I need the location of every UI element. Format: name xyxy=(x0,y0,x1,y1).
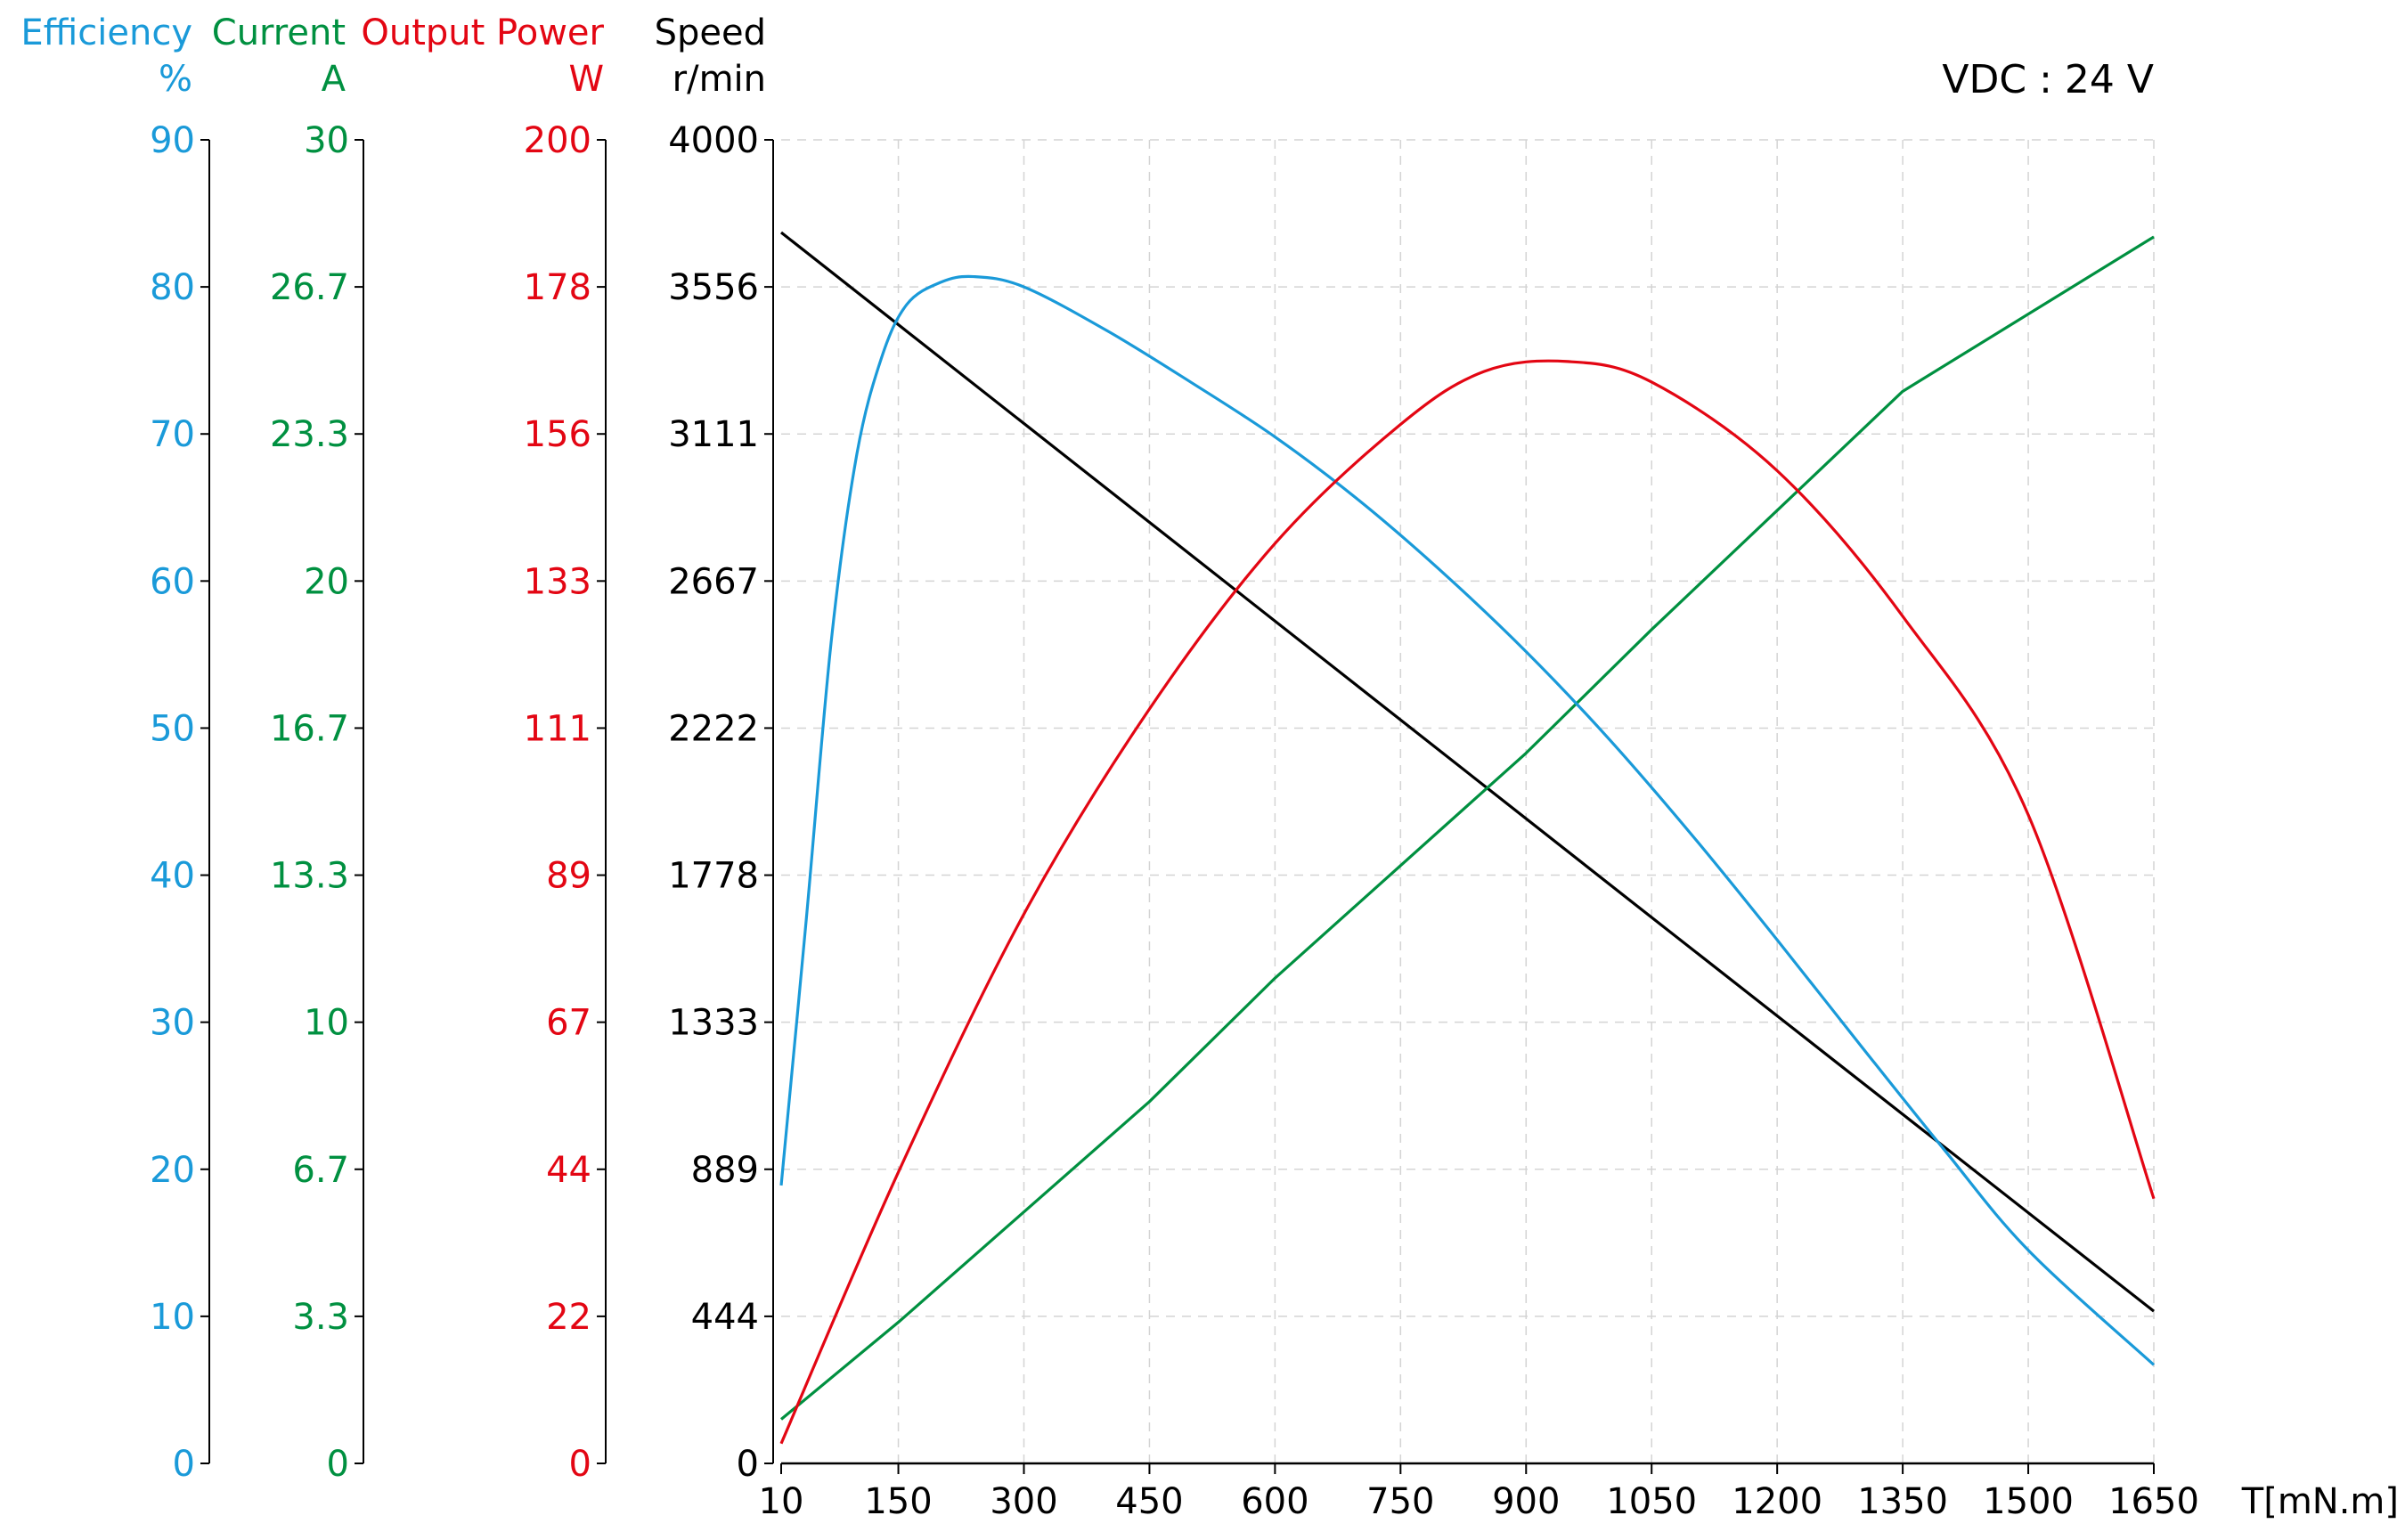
efficiency-tick-label: 10 xyxy=(150,1297,195,1338)
power-tick-label: 44 xyxy=(546,1150,591,1191)
x-tick-label: 1350 xyxy=(1857,1481,1948,1522)
x-tick-label: 10 xyxy=(759,1481,804,1522)
current-series-line xyxy=(779,235,2155,1421)
efficiency-axis-title: Efficiency xyxy=(20,12,192,53)
speed-tick-label: 0 xyxy=(737,1444,759,1485)
speed-series-line xyxy=(780,231,2155,1313)
efficiency-tick-label: 80 xyxy=(150,267,195,308)
current-tick-label: 0 xyxy=(327,1444,349,1485)
speed-tick-label: 3111 xyxy=(668,414,759,455)
efficiency-tick-label: 50 xyxy=(150,708,195,749)
x-tick-label: 750 xyxy=(1366,1481,1434,1522)
efficiency-tick-label: 40 xyxy=(150,856,195,897)
current-tick-label: 6.7 xyxy=(292,1150,349,1191)
power-tick-label: 0 xyxy=(569,1444,591,1485)
efficiency-tick-label: 90 xyxy=(150,120,195,161)
efficiency-series-line xyxy=(779,274,2156,1366)
x-tick-label: 150 xyxy=(864,1481,932,1522)
current-axis-title: Current xyxy=(212,12,346,53)
vdc-annotation: VDC : 24 V xyxy=(1942,57,2154,102)
power-tick-label: 178 xyxy=(524,267,591,308)
power-axis-title: Output Power xyxy=(361,12,604,53)
current-tick-label: 30 xyxy=(304,120,349,161)
x-tick-label: 900 xyxy=(1492,1481,1560,1522)
x-tick-label: 1200 xyxy=(1732,1481,1822,1522)
data-series xyxy=(779,231,2156,1445)
power-axis-unit: W xyxy=(568,59,604,100)
speed-tick-label: 1333 xyxy=(668,1003,759,1044)
power-tick-label: 200 xyxy=(524,120,591,161)
speed-tick-label: 2222 xyxy=(668,708,759,749)
efficiency-tick-label: 70 xyxy=(150,414,195,455)
speed-axis-unit: r/min xyxy=(673,59,766,100)
efficiency-tick-label: 60 xyxy=(150,561,195,602)
power-tick-label: 67 xyxy=(546,1003,591,1044)
power-tick-label: 111 xyxy=(524,708,591,749)
speed-tick-label: 2667 xyxy=(668,561,759,602)
efficiency-axis-unit: % xyxy=(159,59,192,100)
speed-tick-label: 1778 xyxy=(668,856,759,897)
current-tick-label: 13.3 xyxy=(270,856,349,897)
efficiency-tick-label: 30 xyxy=(150,1003,195,1044)
x-tick-label: 600 xyxy=(1241,1481,1308,1522)
power-tick-label: 156 xyxy=(524,414,591,455)
x-tick-label: 450 xyxy=(1115,1481,1183,1522)
x-tick-label: 300 xyxy=(990,1481,1057,1522)
power-tick-label: 133 xyxy=(524,561,591,602)
current-tick-label: 26.7 xyxy=(270,267,349,308)
current-tick-label: 16.7 xyxy=(270,708,349,749)
speed-tick-label: 3556 xyxy=(668,267,759,308)
x-tick-label: 1500 xyxy=(1983,1481,2074,1522)
speed-axis-title: Speed xyxy=(655,12,766,53)
x-tick-label: 1050 xyxy=(1606,1481,1697,1522)
x-axis-label: T[mN.m] xyxy=(2241,1481,2399,1522)
current-tick-label: 20 xyxy=(304,561,349,602)
x-tick-label: 1650 xyxy=(2108,1481,2199,1522)
current-tick-label: 3.3 xyxy=(292,1297,349,1338)
power-series-line xyxy=(779,359,2156,1445)
current-tick-label: 10 xyxy=(304,1003,349,1044)
efficiency-tick-label: 20 xyxy=(150,1150,195,1191)
current-axis-unit: A xyxy=(322,59,346,100)
power-tick-label: 22 xyxy=(546,1297,591,1338)
speed-tick-label: 4000 xyxy=(668,120,759,161)
current-tick-label: 23.3 xyxy=(270,414,349,455)
speed-tick-label: 889 xyxy=(691,1150,759,1191)
speed-tick-label: 444 xyxy=(691,1297,759,1338)
axes xyxy=(200,139,2155,1474)
efficiency-tick-label: 0 xyxy=(173,1444,195,1485)
power-tick-label: 89 xyxy=(546,856,591,897)
labels: 0102030405060708090Efficiency%03.36.7101… xyxy=(20,12,2399,1522)
plot-grid xyxy=(781,139,2155,1463)
